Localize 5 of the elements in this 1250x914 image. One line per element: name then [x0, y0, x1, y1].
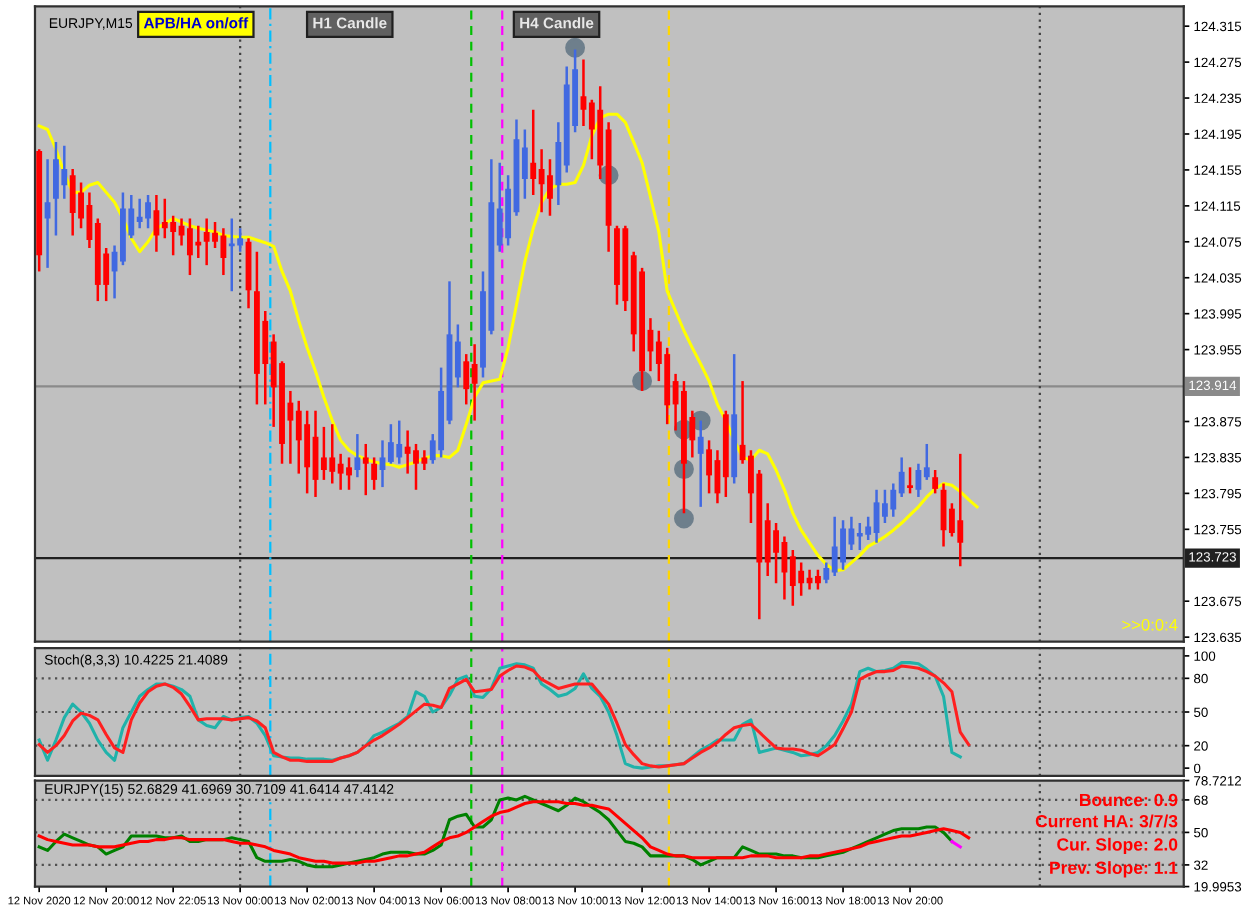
text: Cur. Slope: 2.0	[1057, 837, 1178, 855]
text: Prev. Slope: 1.1	[1050, 861, 1178, 878]
text: Bounce: 0.9	[1080, 793, 1178, 807]
text: >>0:0:4	[1122, 618, 1178, 631]
text: Current HA: 3/7/3	[1035, 814, 1178, 828]
